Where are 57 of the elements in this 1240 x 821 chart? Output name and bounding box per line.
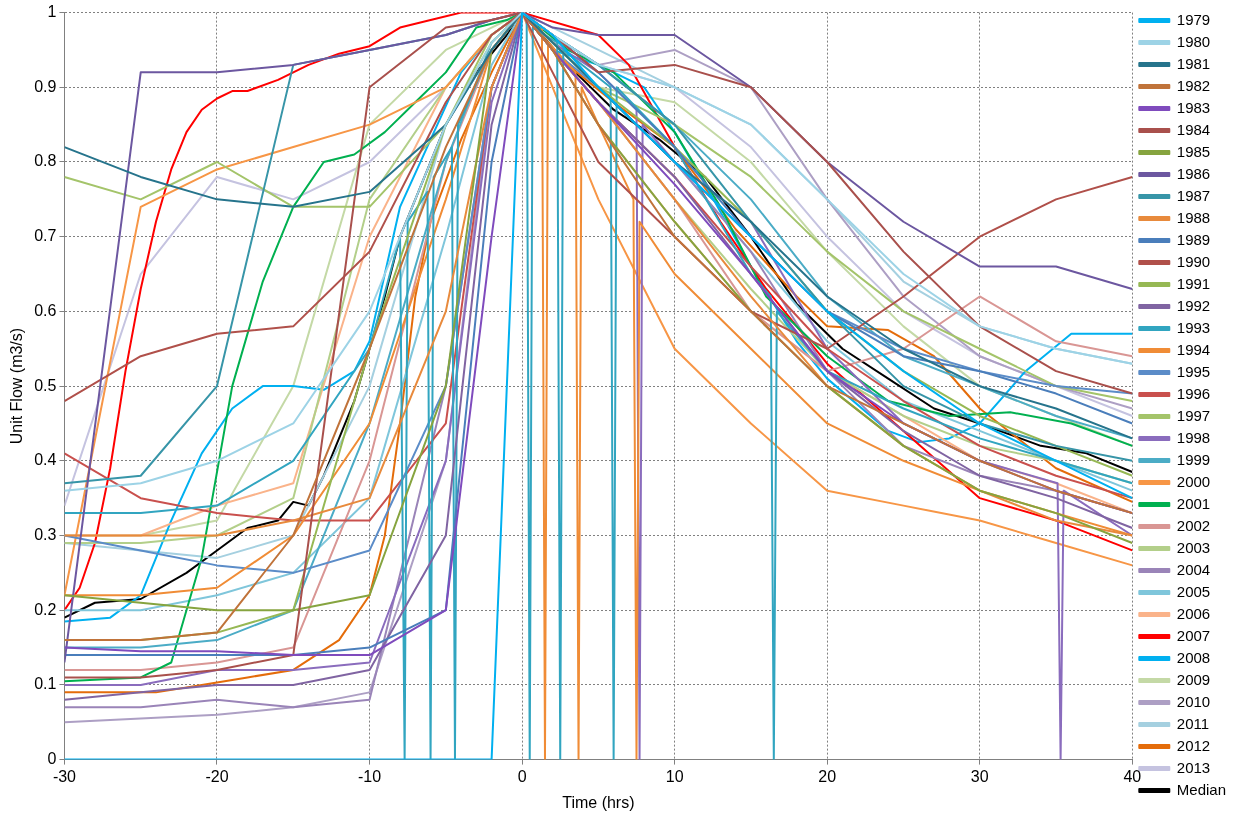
x-tick-label: 10 bbox=[665, 767, 684, 785]
legend-label: 1994 bbox=[1176, 340, 1211, 358]
y-tick-label: 0 bbox=[47, 750, 57, 768]
legend-label: 2007 bbox=[1176, 626, 1211, 644]
x-tick-label: -30 bbox=[52, 767, 77, 785]
legend-label: 1987 bbox=[1176, 186, 1211, 204]
legend-label: 2006 bbox=[1176, 604, 1211, 622]
legend-label: 1981 bbox=[1176, 54, 1211, 72]
x-tick-label: 0 bbox=[517, 767, 527, 785]
legend-label: 2001 bbox=[1176, 494, 1211, 512]
y-tick-label: 0.7 bbox=[34, 227, 57, 245]
legend-label: 1999 bbox=[1176, 450, 1211, 468]
legend-label: 1992 bbox=[1176, 296, 1211, 314]
legend-label: 1988 bbox=[1176, 208, 1211, 226]
legend-label: 2009 bbox=[1176, 670, 1211, 688]
legend-label: 2008 bbox=[1176, 648, 1211, 666]
x-tick-label: 20 bbox=[818, 767, 837, 785]
legend-label: 1984 bbox=[1176, 120, 1211, 138]
x-axis-title: Time (hrs) bbox=[562, 793, 635, 811]
legend-label: 2003 bbox=[1176, 538, 1211, 556]
x-tick-label: 30 bbox=[970, 767, 989, 785]
y-tick-label: 0.6 bbox=[34, 301, 57, 319]
legend-label: 1980 bbox=[1176, 32, 1211, 50]
legend-label: 2005 bbox=[1176, 582, 1211, 600]
y-tick-label: 1 bbox=[47, 3, 57, 21]
legend-label: 1985 bbox=[1176, 142, 1211, 160]
legend-label: 1983 bbox=[1176, 98, 1211, 116]
y-tick-label: 0.2 bbox=[34, 600, 57, 618]
legend-label: 1990 bbox=[1176, 252, 1211, 270]
legend-label: 1996 bbox=[1176, 384, 1211, 402]
legend-label: 2012 bbox=[1176, 736, 1211, 754]
legend-label: 1991 bbox=[1176, 274, 1211, 292]
legend-label: 1998 bbox=[1176, 428, 1211, 446]
y-tick-label: 0.9 bbox=[34, 77, 57, 95]
legend-label: 1993 bbox=[1176, 318, 1211, 336]
legend-label: 2002 bbox=[1176, 516, 1211, 534]
x-tick-label: -10 bbox=[357, 767, 382, 785]
legend-label: 2010 bbox=[1176, 692, 1211, 710]
legend-label: 1982 bbox=[1176, 76, 1211, 94]
legend-label: 1997 bbox=[1176, 406, 1211, 424]
legend-label: 2013 bbox=[1176, 758, 1211, 776]
legend-label: 2004 bbox=[1176, 560, 1211, 578]
y-tick-label: 0.4 bbox=[34, 451, 57, 469]
legend-label: 1989 bbox=[1176, 230, 1211, 248]
legend-label: 1995 bbox=[1176, 362, 1211, 380]
y-tick-label: 0.3 bbox=[34, 525, 57, 543]
legend-label: 2011 bbox=[1176, 714, 1210, 732]
legend-label: 2000 bbox=[1176, 472, 1211, 490]
y-tick-label: 0.5 bbox=[34, 376, 57, 394]
y-tick-label: 0.8 bbox=[34, 152, 57, 170]
legend-label: 1986 bbox=[1176, 164, 1211, 182]
legend-label: 1979 bbox=[1176, 10, 1211, 28]
x-tick-label: 40 bbox=[1123, 767, 1142, 785]
legend-label: Median bbox=[1176, 780, 1227, 798]
y-tick-label: 0.1 bbox=[34, 675, 57, 693]
y-axis-title: Unit Flow (m3/s) bbox=[8, 327, 26, 445]
x-tick-label: -20 bbox=[205, 767, 229, 785]
